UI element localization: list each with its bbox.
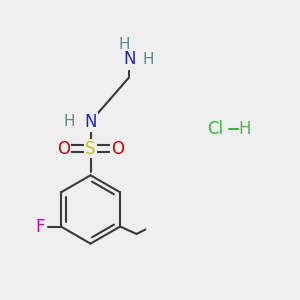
Text: S: S	[85, 140, 96, 158]
Text: Cl: Cl	[207, 120, 224, 138]
Text: O: O	[57, 140, 70, 158]
Text: H: H	[239, 120, 251, 138]
Text: F: F	[35, 218, 45, 236]
Text: H: H	[64, 114, 76, 129]
Text: H: H	[119, 37, 130, 52]
Text: N: N	[84, 113, 97, 131]
Text: O: O	[111, 140, 124, 158]
Text: H: H	[143, 52, 154, 67]
Text: N: N	[123, 50, 135, 68]
